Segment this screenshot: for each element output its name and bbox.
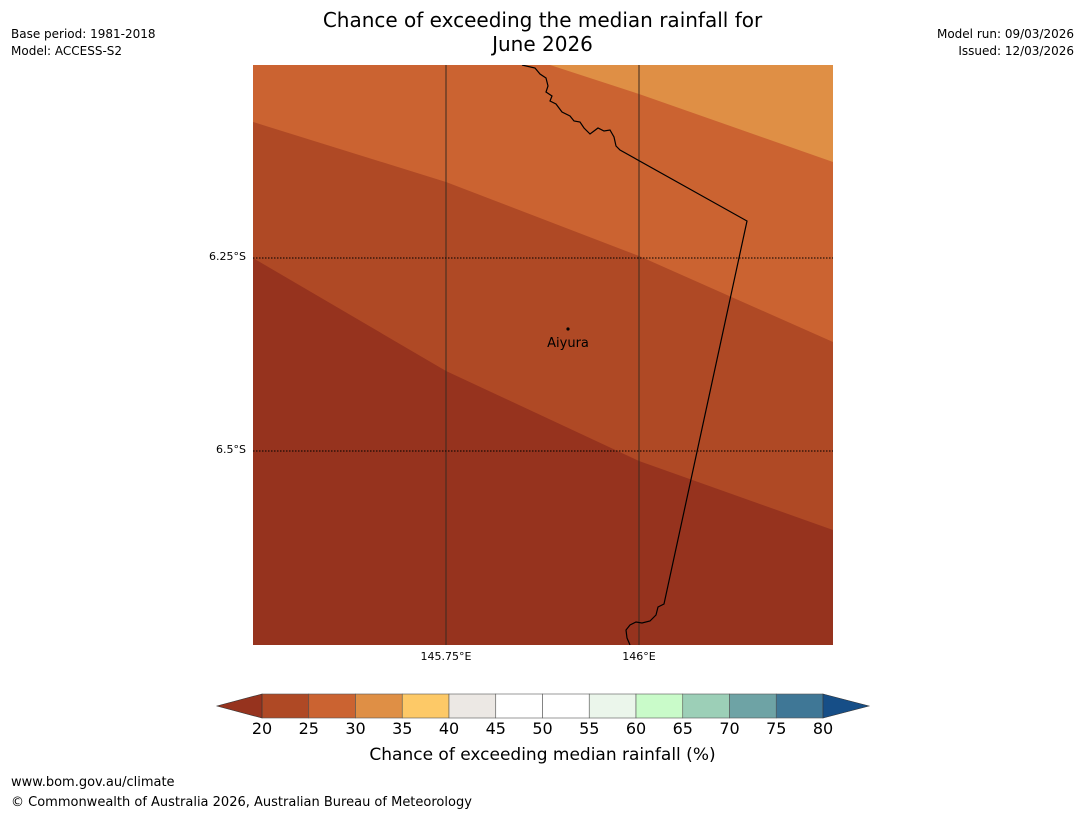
colorbar-tick-label: 70 <box>719 719 740 738</box>
lon-label-145-75: 145.75°E <box>420 650 472 663</box>
colorbar-tick-label: 25 <box>298 719 319 738</box>
base-period: Base period: 1981-2018 <box>11 27 156 41</box>
colorbar-cell <box>448 693 497 719</box>
province-border <box>521 65 748 645</box>
colorbar-tick-label: 40 <box>438 719 460 738</box>
colorbar-cell <box>635 693 684 719</box>
colorbar-cell <box>542 693 590 719</box>
colorbar-tick-label: 30 <box>345 719 366 738</box>
colorbar-tick-label: 20 <box>251 719 273 738</box>
colorbar-tick-label: 50 <box>532 719 553 738</box>
colorbar-cell <box>261 693 310 719</box>
lat-label-6-25: 6.25°S <box>209 250 246 263</box>
colorbar-cell <box>682 693 730 719</box>
footer-copyright: © Commonwealth of Australia 2026, Austra… <box>11 795 472 810</box>
lat-label-6-5: 6.5°S <box>216 443 246 456</box>
title-line-2: June 2026 <box>492 32 593 56</box>
aiyura-marker <box>566 327 570 331</box>
band-30-35 <box>253 65 833 342</box>
model-name: Model: ACCESS-S2 <box>11 44 123 58</box>
chart-title: Chance of exceeding the median rainfall … <box>0 8 1085 56</box>
colorbar-cell <box>729 693 777 719</box>
colorbar-tick-label: 35 <box>392 719 413 738</box>
colorbar-cell <box>308 693 356 719</box>
colorbar-cell <box>588 693 637 719</box>
colorbar-tick-label: 60 <box>625 719 647 738</box>
meta-right: Model run: 09/03/2026 Issued: 12/03/2026 <box>937 26 1074 60</box>
colorbar-cell <box>775 693 824 719</box>
colorbar-tick-label: 80 <box>812 719 834 738</box>
colorbar-over-arrow <box>822 693 871 719</box>
colorbar-tick-label: 45 <box>485 719 506 738</box>
lon-label-146: 146°E <box>622 650 656 663</box>
colorbar-tick-label: 65 <box>672 719 693 738</box>
model-run: Model run: 09/03/2026 <box>936 27 1074 41</box>
place-label-aiyura: Aiyura <box>547 336 589 351</box>
title-line-1: Chance of exceeding the median rainfall … <box>322 8 763 32</box>
footer-url[interactable]: www.bom.gov.au/climate <box>11 775 175 790</box>
colorbar-cell <box>495 693 543 719</box>
colorbar-tick-label: 55 <box>579 719 600 738</box>
colorbar-cell <box>401 693 450 719</box>
colorbar-cell <box>355 693 403 719</box>
band-35-40 <box>550 65 833 162</box>
meta-left: Base period: 1981-2018 Model: ACCESS-S2 <box>11 26 156 60</box>
colorbar-label: Chance of exceeding median rainfall (%) <box>369 745 716 765</box>
colorbar-tick-label: 75 <box>766 719 787 738</box>
colorbar-under-arrow <box>215 693 263 719</box>
issued-date: Issued: 12/03/2026 <box>958 44 1074 58</box>
